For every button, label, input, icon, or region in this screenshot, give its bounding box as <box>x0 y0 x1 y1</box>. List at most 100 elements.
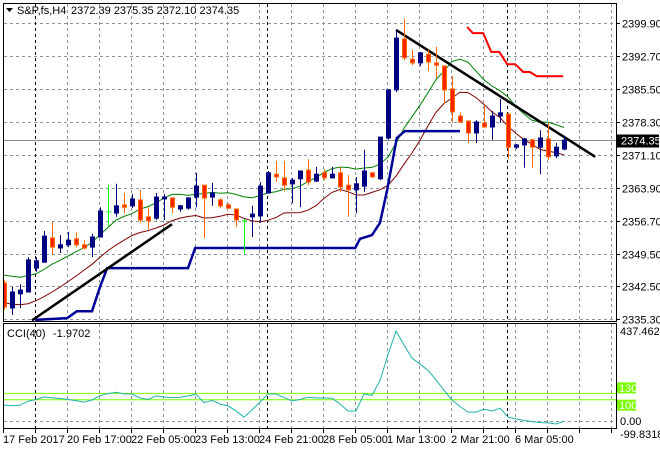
candle <box>18 284 23 308</box>
candle <box>538 130 543 175</box>
candle-body <box>178 205 183 210</box>
candle-body <box>218 199 223 207</box>
candle-body <box>90 236 95 248</box>
candle <box>378 136 383 181</box>
candle <box>370 171 375 178</box>
candle-body <box>154 196 159 219</box>
cci-value: -1.9702 <box>53 328 90 340</box>
trendline <box>395 28 596 158</box>
candle-body <box>466 120 471 134</box>
candle-body <box>546 138 551 158</box>
candle-body <box>266 172 271 194</box>
candle-body <box>530 139 535 148</box>
candle <box>258 182 263 223</box>
axes: 2399.90 2392.70 2385.50 2378.30 2371.10 2363.… <box>3 19 660 446</box>
candle-body <box>514 144 519 148</box>
candle-body <box>338 172 343 188</box>
cci-axis-min: -99.8318 <box>620 429 660 441</box>
candle <box>450 76 455 123</box>
candle <box>442 65 447 105</box>
candle-body <box>562 139 567 150</box>
candle-body <box>330 173 335 179</box>
candle <box>162 193 167 220</box>
candle <box>170 197 175 214</box>
candle <box>530 138 535 168</box>
price-axis-label: 2399.90 <box>622 19 660 31</box>
candle <box>474 120 479 143</box>
cci-level-label: 130 <box>619 383 637 395</box>
candle-body <box>258 185 263 217</box>
time-axis-label: 2 Mar 21:00 <box>451 434 510 446</box>
candle-body <box>482 122 487 128</box>
candle-body <box>538 137 543 148</box>
candle <box>178 204 183 212</box>
header-ohlc: 2372.39 2375.35 2372.10 2374.35 <box>71 5 239 17</box>
candle <box>138 189 143 223</box>
candle-body <box>362 170 367 187</box>
candle-body <box>202 184 207 199</box>
candle <box>330 166 335 179</box>
candle <box>394 29 399 93</box>
time-axis-label: 24 Feb 21:00 <box>259 434 324 446</box>
candle <box>42 231 47 263</box>
price-axis-label: 2356.70 <box>622 217 660 229</box>
candle-body <box>402 38 407 59</box>
candle <box>146 207 151 230</box>
candle <box>234 208 239 227</box>
candle <box>114 183 119 217</box>
candle <box>426 50 431 72</box>
candle-body <box>50 237 55 248</box>
candle-body <box>322 172 327 179</box>
ma-low-line <box>4 91 565 306</box>
time-axis-label: 28 Feb 05:00 <box>323 434 388 446</box>
current-price-label: 2374.35 <box>621 136 660 148</box>
candle <box>498 99 503 123</box>
cci-axis-max: 437.4628 <box>620 326 660 338</box>
resistance-step-line <box>466 26 564 78</box>
candle-body <box>114 205 119 214</box>
candle-body <box>34 260 39 269</box>
candle <box>130 193 135 209</box>
candle-body <box>74 238 79 246</box>
cci-label: CCI(40) <box>7 328 46 340</box>
candle <box>346 175 351 217</box>
candle <box>466 120 471 143</box>
time-axis-label: 17 Feb 2017 <box>3 434 65 446</box>
candle <box>122 193 127 214</box>
candle-body <box>66 239 71 246</box>
cci-axis-zero: 0.00 <box>620 416 641 428</box>
candle <box>90 233 95 258</box>
candle <box>66 231 71 248</box>
candle <box>10 286 15 315</box>
candle <box>106 185 111 226</box>
candle-body <box>250 213 255 218</box>
candle <box>562 135 567 151</box>
candle-body <box>290 179 295 185</box>
candle-body <box>226 204 231 209</box>
candle <box>482 105 487 128</box>
candle-body <box>194 185 199 198</box>
candle-body <box>210 192 215 198</box>
candle <box>338 166 343 193</box>
cci-level-badge <box>617 399 636 411</box>
candle <box>386 89 391 140</box>
collapse-triangle-icon[interactable] <box>6 8 13 12</box>
candle-body <box>298 170 303 180</box>
candle-body <box>386 89 391 139</box>
main-frame <box>3 3 617 322</box>
candle-body <box>4 282 7 308</box>
time-axis-label: 20 Feb 17:00 <box>67 434 132 446</box>
candle-body <box>170 197 175 208</box>
candle <box>98 207 103 238</box>
candle-body <box>26 259 31 293</box>
candle <box>154 193 159 220</box>
candle <box>202 184 207 238</box>
candle <box>26 257 31 293</box>
candle <box>82 240 87 250</box>
candle <box>218 198 223 209</box>
candle-body <box>378 136 383 180</box>
candle-body <box>346 184 351 191</box>
candle-body <box>410 58 415 64</box>
candle <box>274 160 279 182</box>
